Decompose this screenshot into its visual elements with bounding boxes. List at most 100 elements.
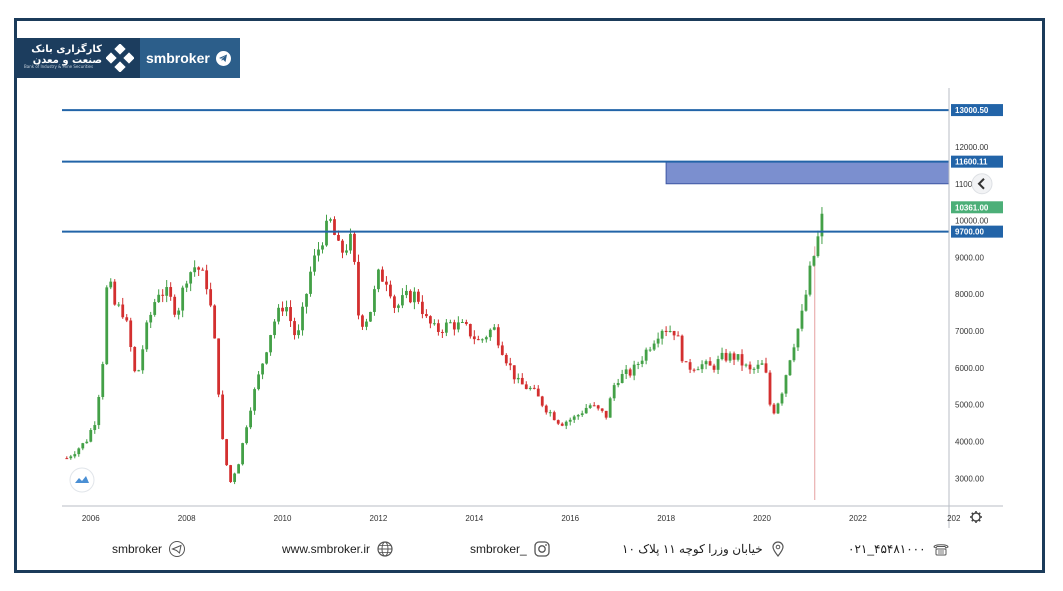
candle-up: [177, 310, 181, 315]
candle-up: [81, 443, 85, 449]
candle-up: [249, 410, 252, 428]
logo-text-en: Bank of Industry & Mine Securities: [24, 64, 94, 69]
candle-up: [257, 374, 260, 390]
y-tick-label: 9000.00: [955, 253, 984, 262]
candle-up: [373, 289, 376, 312]
level-label-0: 13000.50: [955, 106, 989, 115]
candle-down: [440, 331, 444, 333]
candle-up: [397, 305, 400, 308]
candle-down: [420, 301, 424, 315]
candle-up: [616, 382, 620, 386]
candle-up: [321, 245, 324, 250]
candle-up: [808, 265, 812, 295]
brand-banner: کارگزاری بانک صنعت و معدن Bank of Indust…: [14, 38, 240, 78]
candle-up: [584, 407, 588, 414]
candle-down: [764, 363, 768, 373]
candle-up: [460, 322, 464, 324]
candle-down: [692, 369, 696, 371]
candle-down: [628, 369, 632, 376]
candle-up: [516, 377, 520, 380]
candle-up: [317, 249, 320, 256]
candle-down: [472, 336, 476, 340]
y-tick-label: 5000.00: [955, 401, 984, 410]
price-chart[interactable]: 3000.00 4000.00 5000.00 6000.00 7000.00 8000.…: [62, 88, 1003, 528]
x-tick-label: 2010: [274, 514, 292, 523]
candle-up: [432, 323, 436, 325]
candle-up: [149, 314, 153, 323]
candle-down: [133, 347, 137, 372]
candle-up: [580, 413, 584, 416]
candle-down: [536, 388, 540, 397]
candle-up: [528, 387, 532, 390]
candle-up: [89, 430, 93, 442]
candle-down: [353, 233, 356, 262]
candle-up: [141, 349, 145, 371]
candle-down: [436, 323, 440, 332]
chevron-left-icon: [977, 178, 985, 190]
footer-website[interactable]: www.smbroker.ir: [282, 540, 394, 558]
candle-up: [792, 347, 796, 361]
telegram-outline-icon: [169, 541, 186, 557]
level-label-2-bg: [951, 225, 1003, 238]
candle-down: [213, 305, 217, 339]
candle-up: [588, 405, 592, 408]
footer-telegram[interactable]: smbroker: [112, 540, 186, 558]
candle-down: [768, 372, 772, 405]
candle-up: [568, 419, 572, 422]
candle-up: [564, 421, 568, 426]
footer-phone[interactable]: ۰۲۱_۴۵۴۸۱۰۰۰: [848, 540, 950, 558]
y-tick-label: 8000.00: [955, 290, 984, 299]
settings-icon[interactable]: [970, 511, 982, 523]
candle-down: [209, 289, 213, 306]
candle-up: [820, 213, 824, 237]
candle-up: [117, 304, 121, 306]
candle-up: [636, 363, 640, 365]
candle-up: [109, 281, 113, 288]
x-tick-label: 2018: [657, 514, 675, 523]
candle-up: [612, 385, 616, 399]
candle-up: [796, 328, 800, 348]
last-price-label: 10361.00: [955, 203, 989, 212]
candle-up: [608, 398, 612, 418]
candle-down: [508, 363, 512, 366]
candle-down: [229, 465, 233, 482]
candle-down: [544, 405, 548, 413]
candle-down: [361, 315, 364, 327]
candle-up: [776, 403, 780, 414]
candle-up: [800, 310, 804, 329]
candle-down: [416, 291, 420, 302]
candle-up: [313, 255, 316, 272]
candle-down: [600, 408, 604, 411]
candle-up: [157, 294, 161, 303]
candle-up: [329, 219, 332, 221]
scroll-right-button[interactable]: [971, 173, 993, 195]
candle-down: [464, 322, 468, 324]
footer-instagram[interactable]: smbroker_: [470, 540, 551, 558]
candle-up: [652, 343, 656, 350]
last-price-label-bg: [951, 201, 1003, 214]
candle-down: [65, 458, 69, 460]
candle-up: [812, 256, 816, 266]
candle-down: [341, 240, 344, 253]
candle-up: [305, 293, 308, 307]
candle-up: [273, 321, 276, 336]
plot-area: [62, 88, 949, 506]
candle-up: [349, 233, 352, 251]
candle-down: [424, 314, 428, 317]
candle-up: [624, 369, 628, 375]
brand-name-badge[interactable]: smbroker: [140, 38, 240, 78]
resistance-zone: [665, 161, 950, 185]
candle-down: [520, 377, 524, 385]
bank-logo-icon: [106, 44, 134, 72]
candle-down: [664, 330, 668, 332]
candle-up: [668, 330, 672, 332]
candle-up: [365, 321, 368, 327]
candle-down: [357, 261, 360, 316]
logo-text-fa: کارگزاری بانک صنعت و معدن: [31, 44, 102, 66]
candle-up: [137, 370, 141, 372]
candle-up: [105, 287, 109, 365]
candle-up: [644, 349, 648, 361]
candle-up: [377, 269, 380, 290]
candle-up: [488, 329, 492, 338]
candle-up: [181, 287, 185, 311]
